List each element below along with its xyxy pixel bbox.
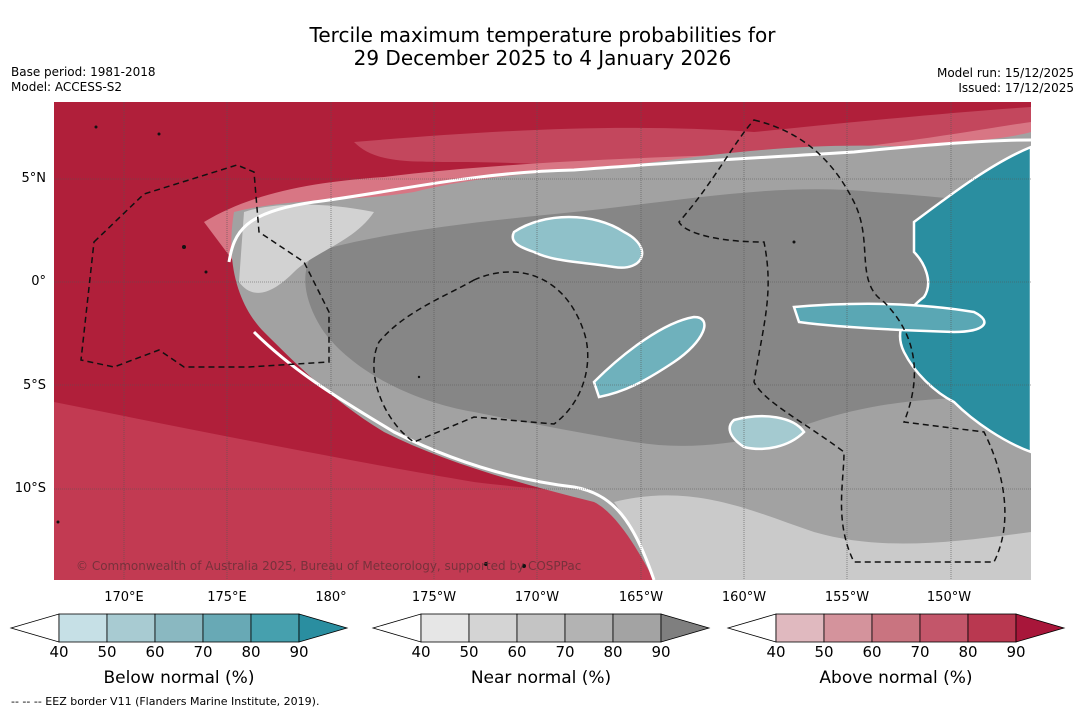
meta-left: Base period: 1981-2018 Model: ACCESS-S2 [11, 65, 156, 95]
colorbar-below-tick: 70 [193, 643, 213, 661]
region-below-small [728, 414, 806, 451]
colorbar-above-tick: 50 [814, 643, 834, 661]
lon-label-165w: 165°W [618, 590, 664, 605]
issued-date: Issued: 17/12/2025 [958, 81, 1074, 95]
colorbar-near-segment [420, 613, 470, 643]
colorbar-near-tick: 90 [651, 643, 671, 661]
islands [56, 125, 796, 568]
lon-label-180: 180° [315, 590, 347, 605]
colorbar-above-tick: 90 [1006, 643, 1026, 661]
model-name: Model: ACCESS-S2 [11, 80, 123, 94]
colorbar-below-tick: 90 [289, 643, 309, 661]
gridlines [54, 102, 1031, 580]
colorbar-below-segment [58, 613, 108, 643]
probability-map[interactable] [54, 102, 1031, 580]
colorbar-below-label: Below normal (%) [103, 668, 255, 688]
lat-label-5s: 5°S [22, 378, 46, 393]
colorbar-near-upper-extend [660, 613, 711, 643]
region-near-light-west [239, 204, 374, 293]
colorbar-above-segment [823, 613, 873, 643]
colorbar-near-label: Near normal (%) [470, 668, 612, 688]
colorbar-above-segment [871, 613, 921, 643]
meta-right: Model run: 15/12/2025 Issued: 17/12/2025 [937, 66, 1074, 96]
colorbar-near-tick: 40 [411, 643, 431, 661]
title-line-2: 29 December 2025 to 4 January 2026 [353, 46, 732, 70]
colorbar-near-segment [564, 613, 614, 643]
colorbar-near-tick: 70 [555, 643, 575, 661]
colorbar-above-label: Above normal (%) [819, 668, 973, 688]
colorbar-below [9, 613, 349, 643]
colorbar-above-segment [775, 613, 825, 643]
region-below-east [898, 145, 1031, 454]
colorbar-above-segment [967, 613, 1017, 643]
colorbar-above-tick: 60 [862, 643, 882, 661]
colorbar-below-lower-extend [9, 613, 60, 643]
colorbar-above-tick: 40 [766, 643, 786, 661]
lon-label-150w: 150°W [926, 590, 972, 605]
colorbar-below-segment [106, 613, 156, 643]
boundary-above [227, 138, 1031, 263]
colorbar-near-segment [468, 613, 518, 643]
model-run: Model run: 15/12/2025 [936, 66, 1074, 80]
lon-label-170e: 170°E [104, 590, 144, 605]
colorbars [9, 613, 1066, 643]
colorbar-above-tick: 80 [958, 643, 978, 661]
region-below-central [511, 215, 644, 269]
colorbar-below-tick: 40 [49, 643, 69, 661]
map-credit: © Commonwealth of Australia 2025, Bureau… [76, 559, 582, 573]
colorbar-near-tick: 50 [459, 643, 479, 661]
colorbar-above [726, 613, 1066, 643]
lat-label-5n: 5°N [21, 171, 47, 186]
colorbar-below-segment [202, 613, 252, 643]
colorbar-near-segment [612, 613, 662, 643]
colorbar-above-segment [919, 613, 969, 643]
region-below-south-central [592, 315, 706, 399]
colorbar-below-upper-extend [298, 613, 349, 643]
lon-label-155w: 155°W [824, 590, 870, 605]
colorbar-below-tick: 80 [241, 643, 261, 661]
title-line-1: Tercile maximum temperature probabilitie… [309, 23, 776, 47]
colorbar-near-segment [516, 613, 566, 643]
colorbar-above-tick: 70 [910, 643, 930, 661]
lon-label-170w: 170°W [514, 590, 560, 605]
colorbar-below-segment [250, 613, 300, 643]
colorbar-below-segment [154, 613, 204, 643]
lat-label-0: 0° [31, 274, 46, 289]
lon-label-160w: 160°W [721, 590, 767, 605]
colorbar-below-tick: 60 [145, 643, 165, 661]
colorbar-near [371, 613, 711, 643]
region-near-light-se [614, 495, 1031, 580]
boundary-south [252, 330, 656, 580]
colorbar-below-tick: 50 [97, 643, 117, 661]
lon-label-175e: 175°E [207, 590, 247, 605]
colorbar-near-lower-extend [371, 613, 422, 643]
region-near-strong [305, 189, 1031, 446]
colorbar-above-lower-extend [726, 613, 777, 643]
colorbar-near-tick: 80 [603, 643, 623, 661]
region-below-east-band [792, 302, 986, 334]
eez-legend-footer: -- -- -- EEZ border V11 (Flanders Marine… [11, 695, 320, 708]
eez-borders [80, 119, 1006, 563]
base-period: Base period: 1981-2018 [11, 65, 156, 79]
lon-label-175w: 175°W [411, 590, 457, 605]
colorbar-near-tick: 60 [507, 643, 527, 661]
colorbar-above-upper-extend [1015, 613, 1066, 643]
lat-label-10s: 10°S [14, 481, 46, 496]
